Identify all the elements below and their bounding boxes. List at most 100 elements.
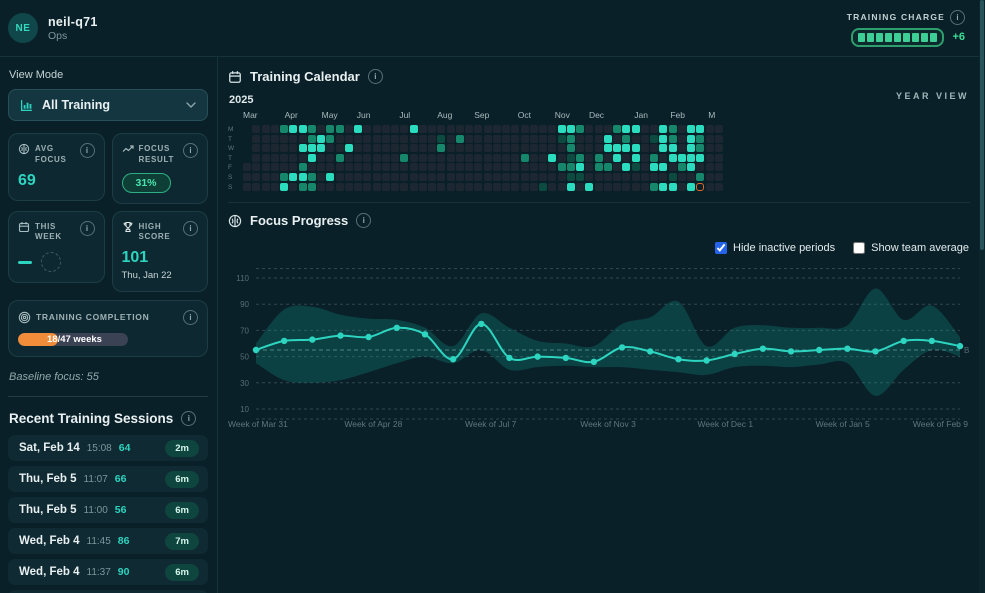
heatmap-cell[interactable] [317, 125, 325, 133]
heatmap-cell[interactable] [640, 144, 649, 153]
heatmap-cell[interactable] [483, 153, 492, 162]
heatmap-cell[interactable] [631, 163, 640, 172]
heatmap-cell[interactable] [539, 144, 547, 153]
info-icon[interactable] [79, 143, 95, 158]
heatmap-cell[interactable] [289, 182, 298, 191]
heatmap-cell[interactable] [557, 182, 566, 191]
heatmap-cell[interactable] [650, 172, 658, 181]
heatmap-cell[interactable] [446, 182, 455, 191]
heatmap-cell[interactable] [539, 172, 547, 181]
heatmap-cell[interactable] [400, 125, 409, 133]
heatmap-cell[interactable] [687, 172, 695, 181]
chart-point[interactable] [337, 332, 344, 339]
heatmap-cell[interactable] [418, 153, 427, 162]
heatmap-cell[interactable] [446, 153, 455, 162]
heatmap-cell[interactable] [409, 144, 418, 153]
heatmap-cell[interactable] [566, 144, 575, 153]
info-icon[interactable] [183, 143, 198, 158]
heatmap-cell[interactable] [298, 125, 307, 133]
session-row[interactable]: Thu, Feb 5 11:07 66 6m [8, 466, 208, 493]
heatmap-cell[interactable] [455, 153, 464, 162]
heatmap-cell[interactable] [613, 125, 621, 133]
heatmap-cell[interactable] [585, 153, 594, 162]
heatmap-cell[interactable] [705, 134, 714, 143]
heatmap-cell[interactable] [317, 172, 325, 181]
heatmap-cell[interactable] [474, 134, 483, 143]
heatmap-cell[interactable] [566, 172, 575, 181]
chart-point[interactable] [534, 353, 541, 360]
heatmap-cell[interactable] [483, 182, 492, 191]
chart-point[interactable] [393, 324, 400, 332]
heatmap-cell[interactable] [576, 153, 584, 162]
heatmap-cell[interactable] [677, 144, 686, 153]
heatmap-cell[interactable] [594, 153, 603, 162]
heatmap-cell[interactable] [437, 144, 446, 153]
heatmap-cell[interactable] [428, 125, 436, 133]
heatmap-cell[interactable] [335, 125, 344, 133]
heatmap-cell[interactable] [520, 163, 529, 172]
heatmap-cell[interactable] [520, 172, 529, 181]
heatmap-cell[interactable] [640, 163, 649, 172]
heatmap-cell[interactable] [622, 134, 631, 143]
heatmap-cell[interactable] [576, 125, 584, 133]
heatmap-cell[interactable] [677, 134, 686, 143]
heatmap-cell[interactable] [289, 172, 298, 181]
heatmap-cell[interactable] [252, 134, 261, 143]
heatmap-cell[interactable] [428, 182, 436, 191]
session-row[interactable]: Sat, Feb 14 15:08 64 2m [8, 435, 208, 462]
heatmap-cell[interactable] [446, 125, 455, 133]
heatmap-cell[interactable] [354, 182, 362, 191]
heatmap-cell[interactable] [668, 134, 677, 143]
heatmap-cell[interactable] [363, 182, 372, 191]
heatmap-cell[interactable] [650, 125, 658, 133]
heatmap-cell[interactable] [465, 125, 473, 133]
heatmap-cell[interactable] [659, 163, 668, 172]
info-icon[interactable] [183, 220, 198, 236]
heatmap-cell[interactable] [298, 153, 307, 162]
chart-point[interactable] [309, 336, 316, 343]
heatmap-cell[interactable] [668, 163, 677, 172]
heatmap-cell[interactable] [354, 134, 362, 143]
heatmap-cell[interactable] [576, 163, 584, 172]
heatmap-cell[interactable] [603, 153, 612, 162]
heatmap-cell[interactable] [529, 144, 538, 153]
heatmap-cell[interactable] [363, 134, 372, 143]
heatmap-cell[interactable] [668, 172, 677, 181]
heatmap-cell[interactable] [326, 172, 335, 181]
heatmap-cell[interactable] [613, 153, 621, 162]
chart-point[interactable] [900, 337, 907, 345]
heatmap-cell[interactable] [409, 172, 418, 181]
heatmap-cell[interactable] [529, 172, 538, 181]
heatmap-cell[interactable] [594, 134, 603, 143]
heatmap-cell[interactable] [696, 134, 705, 143]
heatmap-cell[interactable] [418, 134, 427, 143]
scrollbar-thumb[interactable] [980, 0, 984, 250]
heatmap-cell[interactable] [307, 125, 316, 133]
heatmap-cell[interactable] [492, 153, 501, 162]
heatmap-cell[interactable] [677, 172, 686, 181]
heatmap-cell[interactable] [705, 125, 714, 133]
heatmap-cell[interactable] [261, 153, 270, 162]
heatmap-cell[interactable] [483, 163, 492, 172]
team-average-input[interactable] [853, 242, 866, 255]
heatmap-cell[interactable] [381, 182, 390, 191]
heatmap-cell[interactable] [566, 182, 575, 191]
heatmap-cell[interactable] [539, 163, 547, 172]
heatmap-cell[interactable] [455, 163, 464, 172]
heatmap-cell[interactable] [307, 144, 316, 153]
heatmap-cell[interactable] [307, 134, 316, 143]
heatmap-cell[interactable] [270, 153, 279, 162]
heatmap-cell[interactable] [400, 172, 409, 181]
heatmap-cell[interactable] [705, 182, 714, 191]
heatmap-cell[interactable] [548, 134, 557, 143]
heatmap-cell[interactable] [465, 134, 473, 143]
heatmap-cell[interactable] [492, 182, 501, 191]
heatmap-cell[interactable] [381, 134, 390, 143]
heatmap-cell[interactable] [483, 134, 492, 143]
heatmap-cell[interactable] [289, 153, 298, 162]
heatmap-cell[interactable] [280, 153, 288, 162]
heatmap-cell[interactable] [557, 125, 566, 133]
heatmap-cell[interactable] [502, 125, 510, 133]
heatmap-cell-today[interactable] [696, 182, 705, 191]
heatmap-cell[interactable] [492, 163, 501, 172]
